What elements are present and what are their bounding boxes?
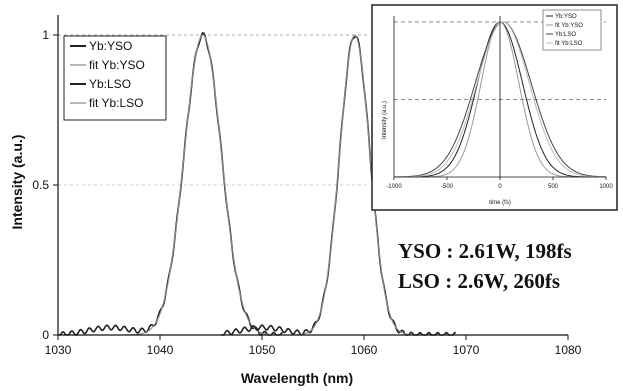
annotation-lso: LSO : 2.6W, 260fs [398, 269, 560, 293]
inset-legend: Yb:YSO fit Yb:YSO Yb:LSO fit Yb:LSO [542, 9, 602, 51]
main-y-ticks: 00.51 [32, 28, 58, 342]
main-x-tick-label: 1050 [249, 343, 276, 357]
main-x-tick-label: 1030 [45, 343, 72, 357]
annotation-yso: YSO : 2.61W, 198fs [398, 239, 572, 263]
inset-x-tick-label: -1000 [386, 184, 402, 190]
main-x-ticks: 1030 1040 1050 1060 1070 1080 [45, 335, 582, 357]
main-x-tick-label: 1040 [147, 343, 174, 357]
inset-x-tick-label: 0 [498, 184, 502, 190]
inset-x-ticks: -1000 -500 0 500 1000 [386, 177, 613, 190]
inset-x-tick-label: 1000 [599, 184, 613, 190]
main-legend-label: Yb:YSO [89, 39, 132, 53]
inset-x-tick-label: 500 [548, 184, 559, 190]
main-legend: Yb:YSO fit Yb:YSO Yb:LSO fit Yb:LSO [63, 35, 167, 121]
inset-x-axis-label: time (fs) [489, 200, 511, 206]
inset-x-tick-label: -500 [441, 184, 454, 190]
main-x-tick-label: 1070 [453, 343, 480, 357]
inset-legend-label: fit Yb:LSO [555, 41, 583, 47]
inset-plot: -1000 -500 0 500 1000 time (fs) Intensity (a… [371, 4, 618, 211]
inset-legend-label: Yb:YSO [555, 14, 577, 20]
inset-y-axis-label: Intensity (a.u.) [382, 101, 388, 139]
main-plot: 1030 1040 1050 1060 1070 1080 00.51 Wavelengt… [9, 15, 582, 386]
main-y-tick-label: 1 [42, 28, 49, 42]
main-legend-label: fit Yb:LSO [89, 96, 143, 110]
main-x-tick-label: 1060 [351, 343, 378, 357]
main-x-tick-label: 1080 [555, 343, 582, 357]
inset-legend-label: Yb:LSO [555, 32, 576, 38]
main-legend-label: fit Yb:YSO [89, 58, 145, 72]
main-legend-frame [63, 35, 167, 121]
main-x-axis-label: Wavelength (nm) [241, 370, 353, 386]
main-y-axis-label: Intensity (a.u.) [9, 135, 25, 230]
main-y-tick-label: 0 [42, 328, 49, 342]
inset-legend-label: fit Yb:YSO [555, 23, 583, 29]
main-y-tick-label: 0.5 [32, 178, 49, 192]
main-legend-label: Yb:LSO [89, 77, 131, 91]
